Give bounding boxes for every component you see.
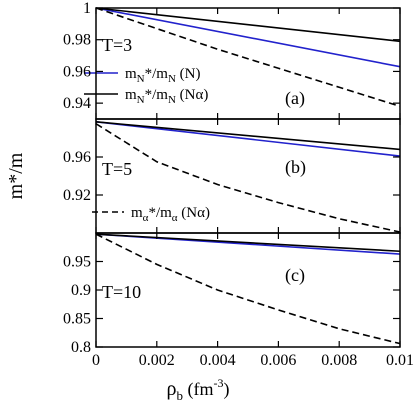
panel-c-ytick-label: 0.8 [71, 339, 91, 356]
panel-a-ytick-label: 0.98 [63, 32, 91, 49]
x-axis-exponent: -3 [213, 376, 223, 390]
legend-label-n: mN*/mN (N) [125, 66, 201, 85]
panel-c-label: (c) [285, 265, 305, 286]
x-axis-symbol: ρ [167, 378, 177, 400]
panel-a-series-3-line [95, 7, 401, 108]
x-tick-label: 0.004 [200, 352, 236, 369]
y-axis-title: m*/m [5, 152, 27, 199]
panel-c-ytick-label: 0.85 [63, 311, 91, 328]
panel-a-series-1-line [95, 7, 401, 68]
panel-c-temperature: T=10 [102, 282, 141, 302]
panel-c-frame [95, 232, 401, 348]
x-tick-label: 0.006 [260, 352, 296, 369]
panel-b-series-2-line [95, 121, 401, 151]
panel-c-series-2-line [95, 233, 401, 253]
panel-a-label: (a) [285, 88, 305, 109]
x-tick-label: 0.002 [139, 352, 175, 369]
legend-label-n-alpha: mN*/mN (Nα) [125, 87, 208, 106]
legend-label-alpha: mα*/mα (Nα) [131, 205, 210, 224]
panel-b-ytick-label: 0.92 [63, 187, 91, 204]
x-axis-unit: (fm [183, 379, 214, 400]
panel-c-series-3-line [95, 233, 401, 345]
x-axis-close: ) [223, 379, 229, 400]
panel-c-ytick-label: 0.9 [71, 282, 91, 299]
x-tick-label: 0 [92, 352, 100, 369]
panel-a-ytick-label: 0.94 [63, 95, 91, 112]
panel-c-ytick-label: 0.95 [63, 254, 91, 271]
panel-b-series-1-line [95, 121, 401, 157]
x-tick-label: 0.008 [321, 352, 357, 369]
panel-b-label: (b) [285, 157, 306, 178]
panel-b-temperature: T=5 [102, 159, 132, 179]
x-tick-label: 0.01 [386, 352, 414, 369]
panel-b-series-3-line [95, 123, 401, 233]
panel-a-ytick-label: 1 [83, 0, 91, 17]
panel-a-temperature: T=3 [102, 35, 132, 55]
panel-a-ytick-label: 0.96 [63, 63, 91, 80]
panel-b-ytick-label: 0.96 [63, 149, 91, 166]
x-axis-title: ρb (fm-3) [167, 376, 230, 403]
x-axis-subscript: b [176, 388, 183, 403]
panel-a-series-2-line [95, 7, 401, 43]
